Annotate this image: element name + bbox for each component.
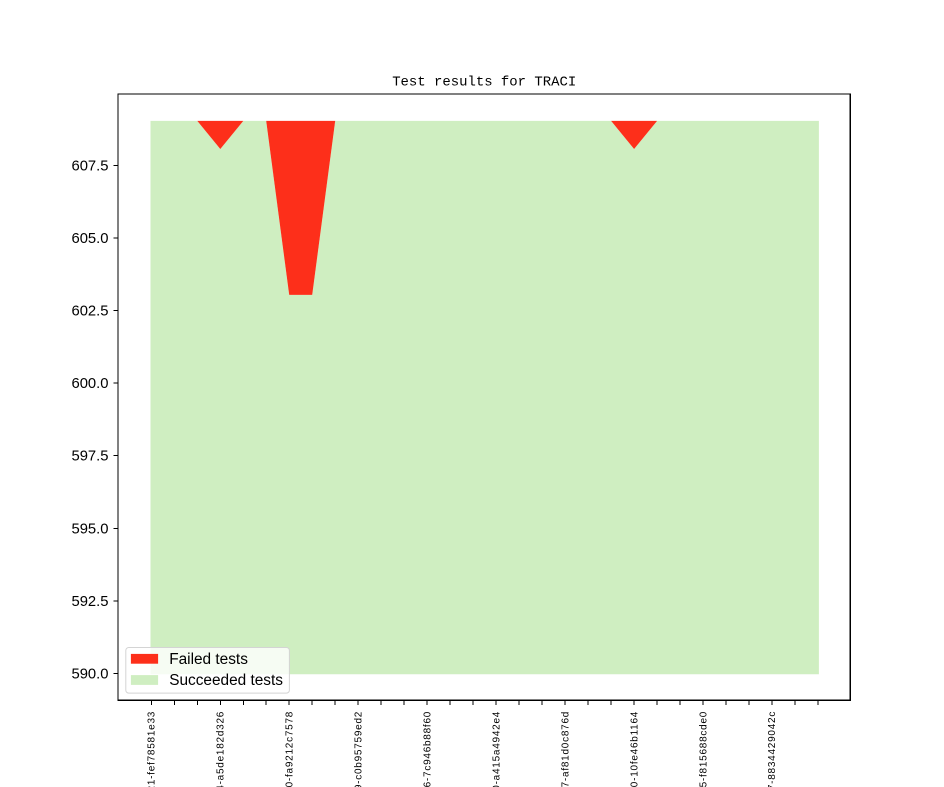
svg-text:597.5: 597.5 <box>71 449 108 465</box>
svg-text:0730-fa9212c7578: 0730-fa9212c7578 <box>284 711 295 787</box>
svg-text:0721-fef78581e33: 0721-fef78581e33 <box>147 711 158 787</box>
svg-text:0724-a5de182d326: 0724-a5de182d326 <box>216 711 227 787</box>
svg-text:Failed tests: Failed tests <box>169 651 248 668</box>
svg-text:595.0: 595.0 <box>71 521 108 537</box>
svg-text:0757-af81d0c876d: 0757-af81d0c876d <box>560 711 571 787</box>
svg-text:0765-f815688cde0: 0765-f815688cde0 <box>698 711 709 787</box>
svg-text:Test results for TRACI: Test results for TRACI <box>392 75 576 91</box>
svg-text:600.0: 600.0 <box>71 376 108 392</box>
svg-text:592.5: 592.5 <box>71 594 108 610</box>
svg-text:Succeeded tests: Succeeded tests <box>169 672 283 689</box>
svg-text:607.5: 607.5 <box>71 159 108 175</box>
svg-text:590.0: 590.0 <box>71 666 108 682</box>
svg-text:0767-8834429042c: 0767-8834429042c <box>767 711 778 787</box>
svg-text:0750-a415a4942e4: 0750-a415a4942e4 <box>491 711 502 787</box>
svg-text:605.0: 605.0 <box>71 231 108 247</box>
svg-text:0760-10fe46b1164: 0760-10fe46b1164 <box>629 711 640 787</box>
svg-text:0746-7c946b88f60: 0746-7c946b88f60 <box>422 711 433 787</box>
svg-text:602.5: 602.5 <box>71 304 108 320</box>
svg-text:0739-c0b95759ed2: 0739-c0b95759ed2 <box>353 711 364 787</box>
